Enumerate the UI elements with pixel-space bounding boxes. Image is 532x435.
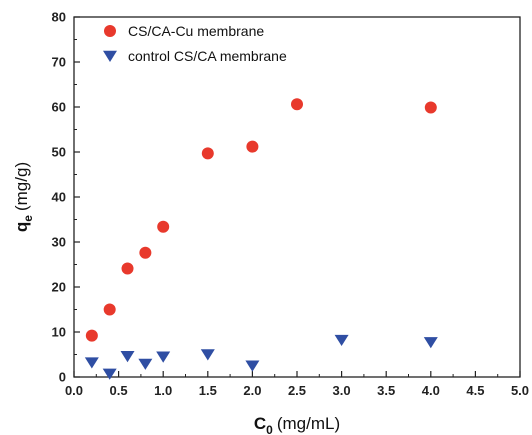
- data-point: [121, 262, 134, 275]
- data-point: [424, 101, 437, 114]
- data-point: [157, 220, 170, 233]
- legend-marker: [104, 25, 116, 37]
- y-tick-label: 0: [59, 370, 66, 385]
- y-axis-unit: (mg/g): [12, 162, 31, 211]
- y-tick-label: 80: [52, 10, 66, 25]
- legend-label: control CS/CA membrane: [128, 48, 287, 64]
- x-tick-label: 3.0: [333, 383, 351, 398]
- legend-label: CS/CA-Cu membrane: [128, 23, 264, 39]
- y-tick-label: 30: [52, 235, 66, 250]
- x-tick-label: 1.0: [154, 383, 172, 398]
- data-point: [138, 358, 153, 370]
- data-point: [334, 334, 349, 347]
- y-tick-label: 20: [52, 280, 66, 295]
- plot-area: [73, 16, 521, 378]
- data-point: [84, 357, 99, 369]
- y-axis-subscript: e: [21, 215, 35, 222]
- legend: CS/CA-Cu membrane control CS/CA membrane: [103, 23, 287, 64]
- y-tick-label: 10: [52, 325, 66, 340]
- x-tick-label: 2.0: [243, 383, 261, 398]
- x-axis-subscript: 0: [266, 423, 273, 435]
- y-axis-title-group: qe (mg/g): [12, 162, 35, 232]
- data-point: [156, 351, 171, 363]
- data-point: [245, 360, 260, 372]
- x-tick-label: 4.0: [422, 383, 440, 398]
- data-point: [102, 368, 117, 380]
- data-point: [200, 349, 215, 361]
- data-point: [201, 147, 214, 160]
- data-point: [85, 329, 98, 342]
- x-axis-symbol: C: [254, 414, 266, 433]
- x-axis-unit: (mg/mL): [277, 414, 340, 433]
- data-point: [423, 337, 438, 349]
- y-tick-label: 70: [52, 55, 66, 70]
- x-tick-label: 2.5: [288, 383, 306, 398]
- data-point: [291, 98, 303, 111]
- x-tick-label: 5.0: [511, 383, 529, 398]
- x-tick-label: 1.5: [199, 383, 217, 398]
- x-axis-title: C0 (mg/mL): [254, 414, 340, 435]
- y-axis-title: qe (mg/g): [12, 162, 35, 232]
- y-tick-label: 60: [52, 100, 66, 115]
- x-tick-label: 0.5: [110, 383, 128, 398]
- y-tick-label: 40: [52, 190, 66, 205]
- y-axis-symbol: q: [12, 222, 31, 232]
- x-tick-label: 4.5: [466, 383, 484, 398]
- x-tick-label: 0.0: [65, 383, 83, 398]
- data-point: [103, 303, 116, 316]
- data-point: [120, 351, 135, 363]
- data-points: [84, 98, 438, 380]
- data-point: [139, 246, 152, 259]
- x-tick-label: 3.5: [377, 383, 395, 398]
- axis-tick-labels: 0.0 0.5 1.0 1.5 2.0 2.5 3.0 3.5 4.0 4.5 5.0 0 10 20 30…: [52, 10, 530, 399]
- y-tick-label: 50: [52, 145, 66, 160]
- data-point: [246, 140, 259, 153]
- axis-ticks: [73, 16, 521, 378]
- legend-marker: [103, 50, 117, 62]
